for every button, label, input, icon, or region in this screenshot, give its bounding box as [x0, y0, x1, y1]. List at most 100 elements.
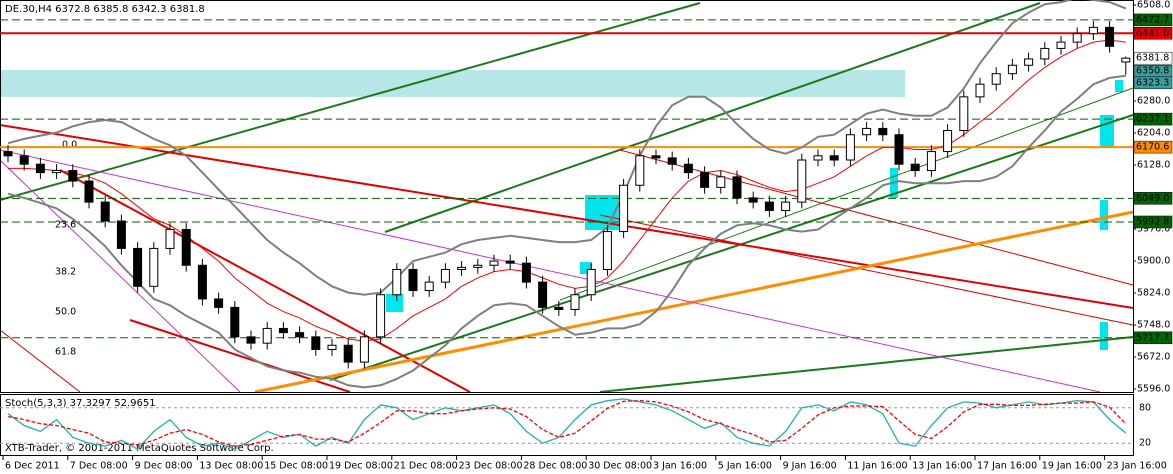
candle-body — [359, 336, 369, 363]
candle-body — [19, 155, 29, 165]
candle-body — [165, 228, 175, 249]
candle-body — [538, 281, 548, 308]
level-label-box — [1133, 140, 1173, 154]
cyan-box — [386, 294, 403, 312]
candle-body — [554, 306, 564, 310]
candle-body — [473, 264, 483, 268]
level-label-box — [1133, 192, 1173, 205]
stoch-signal: 52.9651 — [114, 398, 155, 409]
cyan-box — [1100, 322, 1108, 350]
candle-body — [602, 231, 612, 270]
candle-body — [764, 201, 774, 212]
candle-body — [505, 260, 515, 264]
x-tick-label: 19 Dec 08:00 — [329, 461, 393, 472]
candle-body — [1056, 41, 1066, 49]
level-label-box — [1133, 215, 1173, 229]
candle-body — [1105, 26, 1115, 47]
level-label: 6350.8 — [1136, 66, 1169, 77]
fib-label: 61.8 — [55, 347, 76, 358]
level-label: 5992.8 — [1136, 216, 1169, 227]
candle-body — [926, 151, 936, 172]
y-tick-label: 5596.0 — [1137, 384, 1170, 395]
candle-body — [457, 266, 467, 270]
x-tick-label: 15 Dec 08:00 — [264, 461, 328, 472]
y-tick-label: 6280.0 — [1137, 96, 1170, 107]
candle-body — [68, 170, 78, 182]
stoch-line — [7, 398, 1127, 450]
candle-body — [1072, 33, 1082, 43]
y-tick-label: 5976.0 — [1137, 224, 1170, 235]
level-label-box — [1133, 51, 1173, 65]
stoch-line — [7, 400, 1127, 447]
trend-line — [0, 329, 81, 393]
stoch-title: Stoch(5,3,3) 37.3297 52.9651 — [5, 398, 156, 409]
level-label-box — [1133, 112, 1173, 126]
y-tick-label: 5672.0 — [1137, 352, 1170, 363]
cyan-zone — [0, 70, 905, 97]
cyan-box — [1100, 200, 1108, 230]
level-label: 6441.0 — [1136, 28, 1169, 39]
level-label: 6381.8 — [1136, 53, 1169, 64]
trend-line — [0, 149, 1101, 393]
candle-body — [214, 298, 224, 308]
indicator-name: Stoch(5,3,3) — [5, 398, 67, 409]
candle-body — [489, 260, 499, 266]
x-tick-label: 30 Dec 08:00 — [588, 461, 652, 472]
level-label: 6049.0 — [1136, 193, 1169, 204]
candle-body — [845, 134, 855, 161]
level-label-box — [1133, 331, 1173, 345]
level-label: 6472.7 — [1136, 14, 1169, 25]
indicator-line — [8, 39, 1126, 342]
candle-body — [878, 127, 888, 136]
candle-body — [1121, 57, 1131, 63]
y-tick-label: 80 — [1139, 402, 1151, 413]
stoch-frame — [0, 394, 1134, 456]
ohlc-high: 6385.8 — [93, 4, 128, 15]
candle-body — [35, 163, 45, 174]
ohlc-open: 6372.8 — [55, 4, 90, 15]
trend-line — [254, 210, 1134, 394]
candle-body — [862, 127, 872, 136]
main-frame — [0, 0, 1134, 393]
stoch-main: 37.3297 — [70, 398, 111, 409]
level-label-box — [1133, 27, 1173, 40]
candle-body — [1040, 47, 1050, 60]
candle-body — [327, 344, 337, 350]
footer: XTB-Trader, © 2001-2011 MetaQuotes Softw… — [5, 443, 274, 454]
candle-body — [133, 247, 143, 287]
x-tick-label: 7 Dec 08:00 — [70, 461, 128, 472]
symbol: DE.30,H4 — [5, 4, 52, 15]
y-tick-label: 20 — [1139, 438, 1151, 449]
level-label-box — [1133, 76, 1173, 90]
x-tick-label: 3 Jan 16:00 — [653, 461, 707, 472]
cyan-box — [1115, 80, 1123, 92]
trend-line — [329, 114, 1134, 381]
x-tick-label: 17 Jan 16:00 — [977, 461, 1037, 472]
y-tick-label: 5748.0 — [1137, 320, 1170, 331]
x-tick-label: 21 Dec 08:00 — [394, 461, 458, 472]
trend-line — [559, 87, 1134, 301]
indicator-line — [7, 0, 1127, 296]
candle-body — [635, 155, 645, 186]
level-label-box — [1133, 13, 1173, 27]
candle-body — [424, 281, 434, 292]
candle-body — [651, 155, 661, 159]
fib-label: 38.2 — [55, 267, 76, 278]
candle-body — [894, 134, 904, 165]
trend-line — [599, 214, 1134, 326]
x-tick-label: 9 Jan 16:00 — [783, 461, 837, 472]
candle-body — [797, 159, 807, 203]
candle-body — [311, 336, 321, 350]
x-tick-label: 19 Jan 16:00 — [1042, 461, 1102, 472]
candle-body — [52, 170, 62, 174]
y-tick-label: 6508.0 — [1137, 0, 1170, 11]
candle-body — [84, 180, 94, 203]
candle-body — [586, 268, 596, 296]
candle-body — [197, 264, 207, 300]
level-label: 6323.3 — [1136, 77, 1169, 88]
trend-line — [59, 169, 471, 393]
candle-body — [1007, 64, 1017, 75]
candle-body — [521, 262, 531, 283]
candle-body — [829, 155, 839, 161]
